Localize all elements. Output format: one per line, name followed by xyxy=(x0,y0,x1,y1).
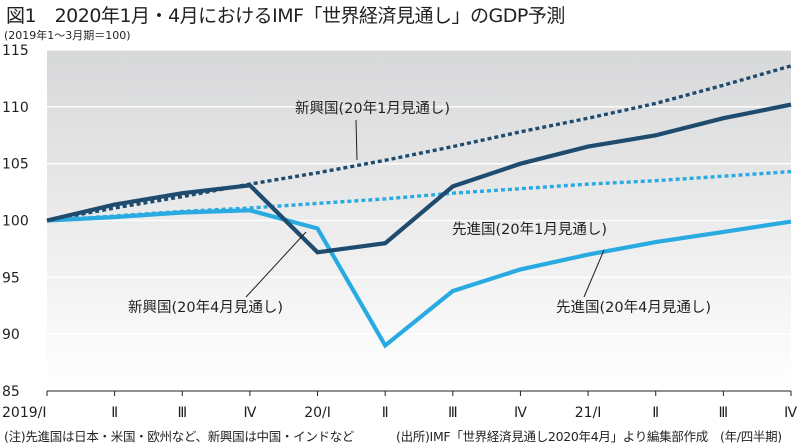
footnote-note: (注)先進国は日本・米国・欧州など、新興国は中国・インドなど xyxy=(4,429,355,444)
series-annotations: 新興国(20年1月見通し) 先進国(20年1月見通し) 新興国(20年4月見通し) 先… xyxy=(128,100,711,316)
y-tick-label: 85 xyxy=(2,384,20,400)
y-tick-label: 90 xyxy=(2,327,20,343)
x-tick-label: 2019/Ⅰ xyxy=(2,405,46,421)
y-tick-label: 105 xyxy=(2,157,29,173)
series-label: 先進国(20年1月見通し) xyxy=(452,221,607,238)
x-tick-label: Ⅲ xyxy=(719,405,729,421)
series-line-2 xyxy=(46,169,792,223)
chart-title: 図1 2020年1月・4月におけるIMF「世界経済見通し」のGDP予測 xyxy=(6,5,565,27)
y-tick-label: 100 xyxy=(2,214,29,230)
y-tick-label: 110 xyxy=(2,100,29,116)
x-tick-label: Ⅱ xyxy=(652,405,659,421)
x-tick-label: Ⅳ xyxy=(784,405,797,421)
gridlines xyxy=(47,49,791,392)
leader-line xyxy=(355,119,358,161)
leader-line xyxy=(583,249,605,298)
footnote-source: (出所)IMF「世界経済見通し2020年4月」より編集部作成 xyxy=(396,429,708,444)
series-label: 先進国(20年4月見通し) xyxy=(556,299,711,316)
series-label: 新興国(20年4月見通し) xyxy=(128,299,283,316)
x-tick-label: Ⅳ xyxy=(514,405,527,421)
y-tick-label: 115 xyxy=(2,43,29,59)
y-tick-label: 95 xyxy=(2,270,20,286)
y-axis-unit: (2019年1～3月期＝100) xyxy=(4,29,131,42)
y-axis: 85 90 95 100 105 110 115 xyxy=(2,43,29,400)
x-tick-label: 21/Ⅰ xyxy=(575,405,602,421)
x-axis-unit: (年/四半期) xyxy=(720,429,782,444)
x-axis: 2019/Ⅰ Ⅱ Ⅲ Ⅳ 20/Ⅰ Ⅱ Ⅲ Ⅳ 21/Ⅰ Ⅱ Ⅲ Ⅳ xyxy=(2,390,797,421)
series-line-1 xyxy=(46,102,792,255)
series-label: 新興国(20年1月見通し) xyxy=(295,100,450,117)
x-tick-label: 20/Ⅰ xyxy=(304,405,331,421)
x-tick-label: Ⅱ xyxy=(111,405,118,421)
x-tick-label: Ⅲ xyxy=(177,405,187,421)
series-line-3 xyxy=(46,208,792,349)
x-tick-label: Ⅲ xyxy=(448,405,458,421)
series-lines xyxy=(46,64,792,349)
x-tick-label: Ⅱ xyxy=(382,405,389,421)
x-tick-label: Ⅳ xyxy=(243,405,256,421)
series-line-0 xyxy=(46,64,792,223)
leader-line xyxy=(245,231,307,298)
